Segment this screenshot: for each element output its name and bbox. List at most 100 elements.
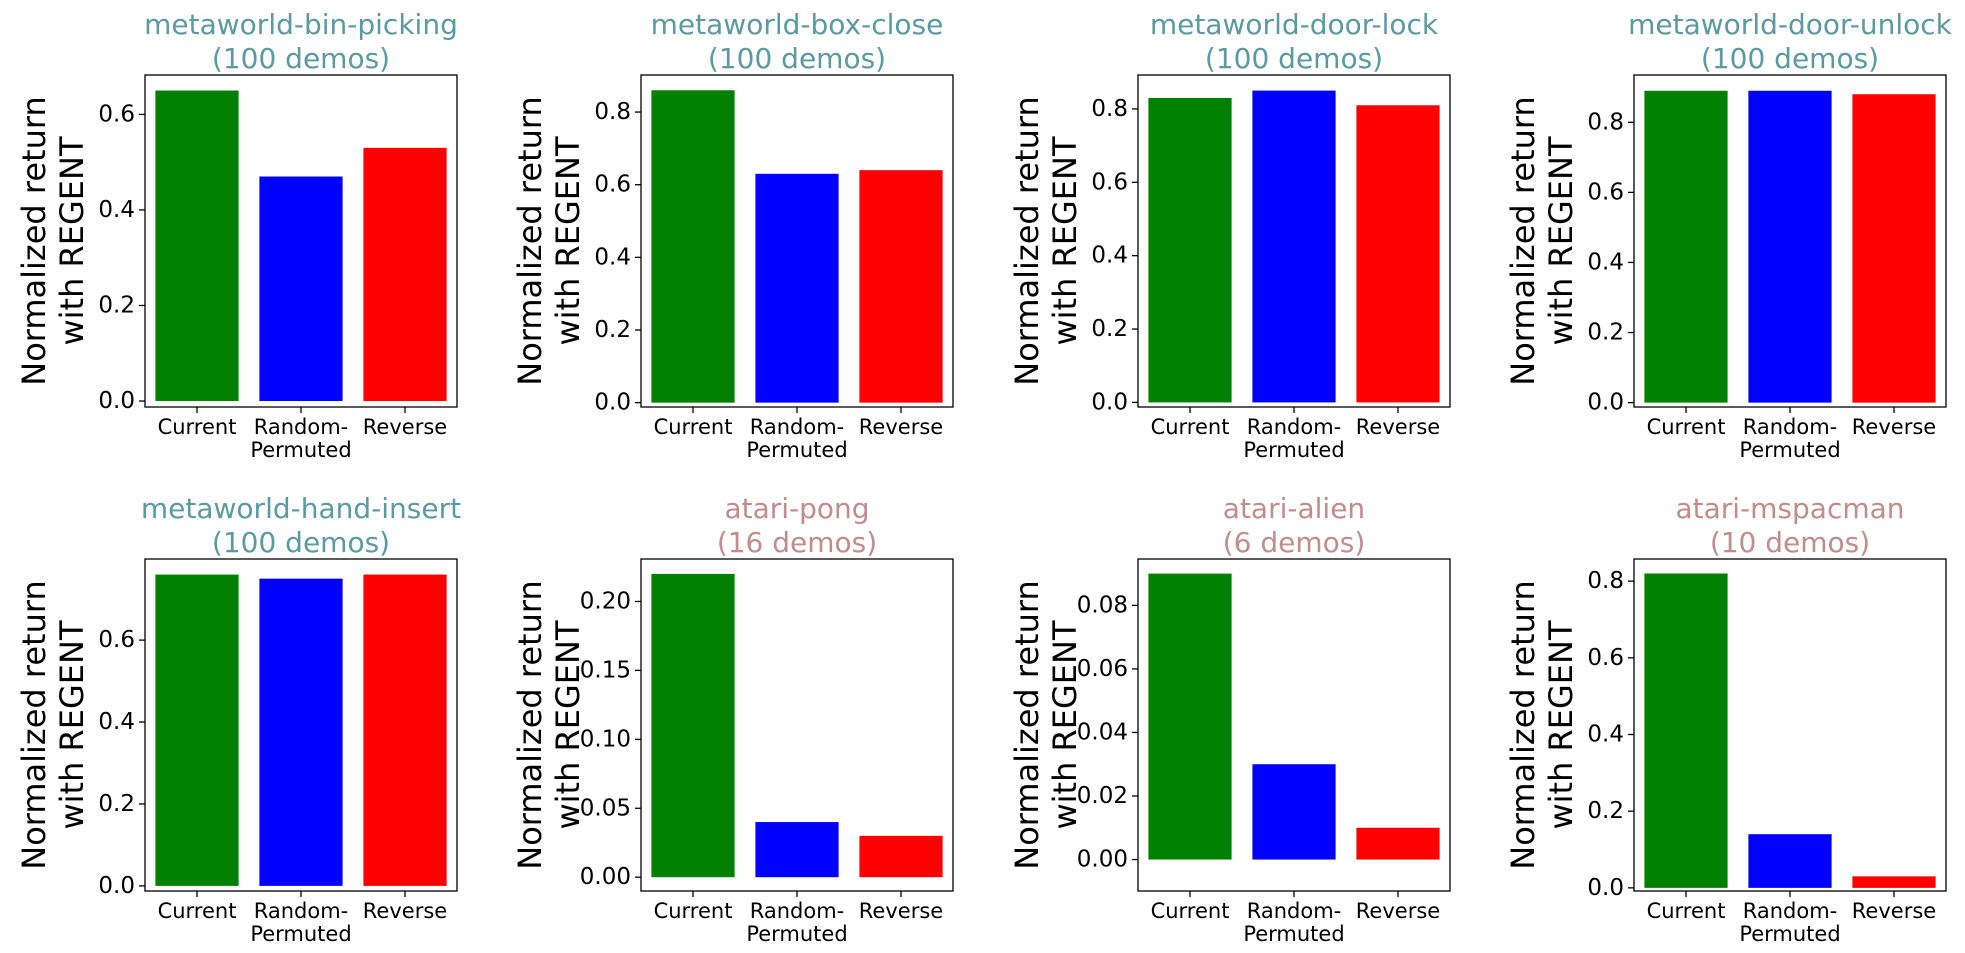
subplot: 0.0 0.2 0.4 0.6 0.8 Current Random-Permuted Rev… bbox=[1504, 8, 1953, 462]
x-tick-label: Permuted bbox=[1739, 438, 1840, 462]
y-axis-label-line: with REGENT bbox=[1542, 620, 1580, 829]
bar bbox=[1252, 764, 1336, 860]
x-tick-label: Random- bbox=[254, 415, 349, 439]
y-tick-label: 0.8 bbox=[594, 99, 631, 125]
y-axis-label-line: with REGENT bbox=[549, 136, 587, 345]
x-tick-label: Random- bbox=[1247, 415, 1342, 439]
y-tick-label: 0.00 bbox=[580, 864, 631, 890]
x-tick-label: Current bbox=[1647, 415, 1726, 439]
x-tick-label: Current bbox=[654, 415, 733, 439]
x-tick-label: Current bbox=[158, 899, 237, 923]
subplot: 0.0 0.2 0.4 0.6 Current Random-Permuted Revers… bbox=[15, 492, 461, 946]
x-tick-label: Permuted bbox=[250, 438, 351, 462]
x-tick-label: Permuted bbox=[746, 922, 847, 946]
y-axis-label: Normalized return with REGENT bbox=[1008, 96, 1084, 385]
y-tick-label: 0.2 bbox=[1587, 320, 1624, 346]
y-tick-label: 0.0 bbox=[1091, 389, 1128, 415]
y-tick-label: 0.04 bbox=[1077, 719, 1128, 745]
y-tick-label: 0.0 bbox=[98, 388, 135, 414]
x-tick-label: Current bbox=[1647, 899, 1726, 923]
x-tick-label: Current bbox=[158, 415, 237, 439]
subplot-title: (100 demos) bbox=[1701, 42, 1879, 75]
x-tick-label: Reverse bbox=[859, 415, 943, 439]
y-axis-label: Normalized return with REGENT bbox=[1504, 580, 1580, 869]
subplot-title: metaworld-hand-insert bbox=[141, 492, 461, 525]
bar bbox=[1148, 97, 1232, 403]
y-tick-label: 0.00 bbox=[1077, 847, 1128, 873]
x-tick-label: Permuted bbox=[1243, 922, 1344, 946]
y-axis-label-line: Normalized return bbox=[511, 96, 549, 385]
y-axis-label: Normalized return with REGENT bbox=[511, 96, 587, 385]
x-tick-label: Random- bbox=[1247, 899, 1342, 923]
bar bbox=[1644, 573, 1728, 888]
x-tick-label: Reverse bbox=[859, 899, 943, 923]
subplot: 0.00 0.02 0.04 0.06 0.08 Current Random-Permut… bbox=[1008, 492, 1451, 946]
bar bbox=[155, 90, 239, 402]
y-tick-label: 0.2 bbox=[98, 292, 135, 318]
x-tick-label: Reverse bbox=[1356, 415, 1440, 439]
y-tick-label: 0.8 bbox=[1587, 109, 1624, 135]
y-axis-label: Normalized return with REGENT bbox=[15, 96, 91, 385]
subplot-title: (16 demos) bbox=[717, 526, 877, 559]
subplot-title: (100 demos) bbox=[212, 42, 390, 75]
bar bbox=[1852, 94, 1936, 403]
y-tick-label: 0.15 bbox=[580, 657, 631, 683]
y-axis-label-line: Normalized return bbox=[1504, 96, 1542, 385]
y-axis-label-line: Normalized return bbox=[1008, 96, 1046, 385]
subplot-title: atari-pong bbox=[724, 492, 869, 525]
subplot-title: metaworld-box-close bbox=[651, 8, 944, 41]
y-axis-label-line: with REGENT bbox=[1046, 620, 1084, 829]
y-tick-label: 0.4 bbox=[98, 709, 135, 735]
y-axis-label: Normalized return with REGENT bbox=[1504, 96, 1580, 385]
bar bbox=[1852, 876, 1936, 888]
bar bbox=[859, 170, 943, 403]
y-tick-label: 0.10 bbox=[580, 726, 631, 752]
bar bbox=[1748, 834, 1832, 888]
subplot-title: atari-mspacman bbox=[1675, 492, 1904, 525]
bar bbox=[1148, 573, 1232, 860]
x-tick-label: Random- bbox=[750, 899, 845, 923]
y-axis-label-line: Normalized return bbox=[15, 580, 53, 869]
y-tick-label: 0.2 bbox=[98, 791, 135, 817]
y-tick-label: 0.6 bbox=[1091, 169, 1128, 195]
x-tick-label: Random- bbox=[750, 415, 845, 439]
x-tick-label: Reverse bbox=[1356, 899, 1440, 923]
y-tick-label: 0.02 bbox=[1077, 783, 1128, 809]
y-tick-label: 0.6 bbox=[1587, 645, 1624, 671]
bar bbox=[1356, 105, 1440, 403]
x-tick-label: Reverse bbox=[1852, 899, 1936, 923]
subplot: 0.00 0.05 0.10 0.15 0.20 Current Random-Permut… bbox=[511, 492, 954, 946]
y-tick-label: 0.6 bbox=[98, 627, 135, 653]
bar bbox=[1356, 827, 1440, 860]
y-tick-label: 0.06 bbox=[1077, 656, 1128, 682]
bar bbox=[651, 573, 735, 878]
bar bbox=[1748, 90, 1832, 403]
bar bbox=[755, 173, 839, 403]
y-tick-label: 0.0 bbox=[1587, 875, 1624, 901]
bar bbox=[1252, 90, 1336, 403]
subplot: 0.0 0.2 0.4 0.6 Current Random-Permuted Revers… bbox=[15, 8, 458, 462]
bar bbox=[363, 574, 447, 886]
subplot-title: (100 demos) bbox=[1205, 42, 1383, 75]
y-axis-label-line: with REGENT bbox=[53, 136, 91, 345]
y-axis-label-line: with REGENT bbox=[53, 620, 91, 829]
bar bbox=[755, 822, 839, 878]
y-tick-label: 0.0 bbox=[98, 873, 135, 899]
subplot-title: metaworld-bin-picking bbox=[144, 8, 458, 41]
subplot: 0.0 0.2 0.4 0.6 0.8 Current Random-Permuted Rev… bbox=[1008, 8, 1451, 462]
y-tick-label: 0.05 bbox=[580, 795, 631, 821]
subplot-title: (6 demos) bbox=[1223, 526, 1366, 559]
x-tick-label: Permuted bbox=[250, 922, 351, 946]
y-tick-label: 0.6 bbox=[594, 172, 631, 198]
x-tick-label: Reverse bbox=[363, 415, 447, 439]
subplot-title: atari-alien bbox=[1223, 492, 1365, 525]
y-axis-label: Normalized return with REGENT bbox=[1008, 580, 1084, 869]
subplot: 0.0 0.2 0.4 0.6 0.8 Current Random-Permuted Rev… bbox=[511, 8, 954, 462]
y-tick-label: 0.0 bbox=[594, 390, 631, 416]
bar bbox=[1644, 90, 1728, 403]
x-tick-label: Random- bbox=[1743, 415, 1838, 439]
y-tick-label: 0.2 bbox=[594, 317, 631, 343]
y-axis-label-line: with REGENT bbox=[549, 620, 587, 829]
bar bbox=[155, 574, 239, 886]
